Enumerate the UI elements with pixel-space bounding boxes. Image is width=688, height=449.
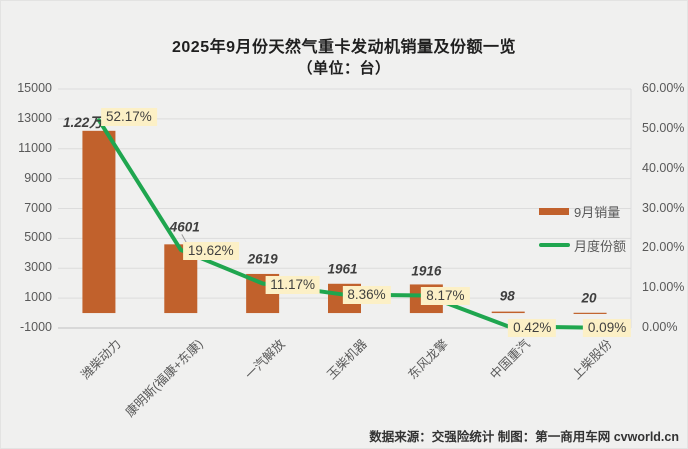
source-note: 数据来源：交强险统计 制图：第一商用车网 cvworld.cn <box>369 430 679 444</box>
sales-bar <box>82 130 116 314</box>
sales-value-label: 1961 <box>327 261 358 277</box>
sales-value-label: 20 <box>581 290 597 306</box>
left-axis-tick: 11000 <box>18 140 52 155</box>
right-axis-tick: 0.00% <box>642 320 678 334</box>
legend-item-sales: 9月销量 <box>539 194 649 228</box>
sales-bar <box>491 311 525 314</box>
sales-value-label: 98 <box>499 288 515 304</box>
share-point-label: 52.17% <box>101 108 157 127</box>
sales-value-label: 2619 <box>247 251 278 267</box>
share-point-label: 11.17% <box>265 275 321 294</box>
legend-share-label: 月度份额 <box>574 238 627 254</box>
left-axis-tick: 13000 <box>17 110 52 125</box>
share-point-label: 8.17% <box>421 287 470 306</box>
right-axis-tick: 40.00% <box>642 160 685 175</box>
label-leader-line <box>181 234 188 244</box>
left-axis-tick: 3000 <box>24 260 52 275</box>
legend-sales-label: 9月销量 <box>574 204 621 220</box>
left-axis-tick: 15000 <box>17 81 52 95</box>
right-axis-tick: 50.00% <box>642 120 685 135</box>
right-axis-tick: 60.00% <box>642 81 685 95</box>
left-axis-tick: 9000 <box>24 170 52 185</box>
left-axis-tick: 1000 <box>24 290 52 305</box>
share-point-label: 0.09% <box>582 318 632 337</box>
sales-bar-swatch-icon <box>539 207 569 215</box>
sales-value-label: 1.22万 <box>63 114 103 130</box>
chart-legend: 9月销量 月度份额 <box>539 194 649 262</box>
left-axis-tick: -1000 <box>20 320 52 334</box>
left-axis-tick: 7000 <box>24 200 52 215</box>
chart-title: 2025年9月份天然气重卡发动机销量及份额一览 <box>172 39 516 56</box>
share-line-swatch-icon <box>539 243 570 247</box>
right-axis-tick: 30.00% <box>642 200 685 215</box>
chart-subtitle: （单位：台） <box>297 60 391 77</box>
sales-value-label: 1916 <box>411 263 442 279</box>
right-axis-tick: 10.00% <box>642 280 685 295</box>
sales-value-label: 4601 <box>169 219 200 235</box>
right-axis-tick: 20.00% <box>642 240 685 255</box>
sales-bar <box>573 312 607 314</box>
share-point-label: 8.36% <box>342 285 391 304</box>
left-axis-tick: 5000 <box>24 230 52 245</box>
share-point-label: 0.42% <box>508 319 557 338</box>
legend-item-share: 月度份额 <box>539 228 649 262</box>
share-point-label: 19.62% <box>182 241 239 260</box>
